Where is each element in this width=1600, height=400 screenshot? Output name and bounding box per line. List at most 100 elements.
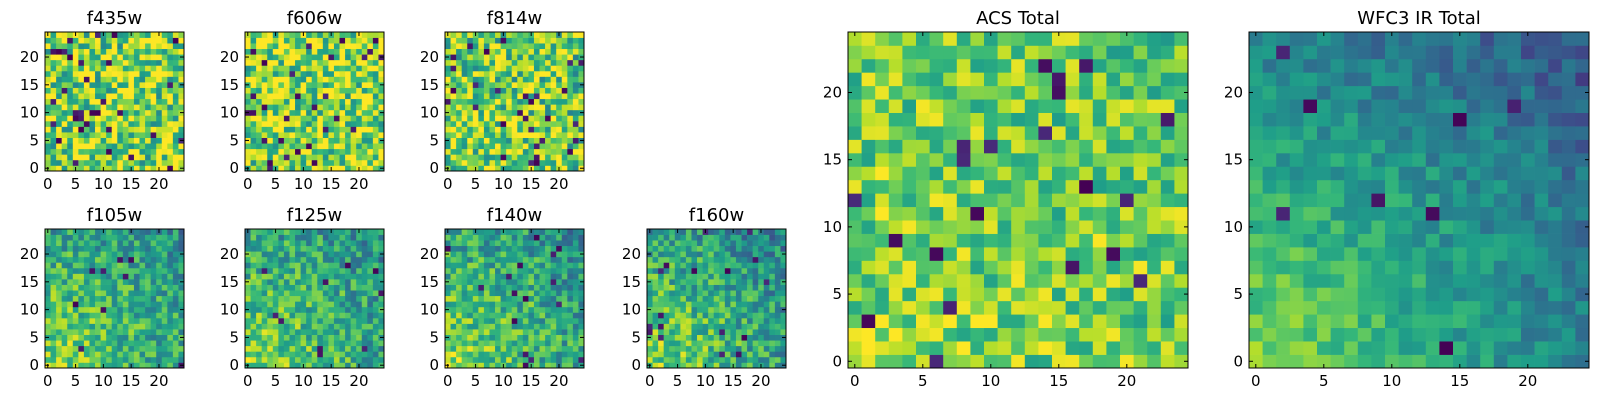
heatmap-cell — [697, 284, 703, 291]
heatmap-cell — [117, 340, 124, 347]
heatmap-cell — [506, 267, 513, 274]
heatmap-cell — [272, 37, 279, 44]
heatmap-cell — [539, 229, 546, 235]
heatmap-cell — [752, 312, 759, 319]
heatmap-cell — [328, 284, 335, 291]
heatmap-cell — [572, 279, 579, 285]
heatmap-cell — [943, 314, 958, 329]
heatmap-cell — [350, 251, 357, 258]
heatmap-cell — [261, 256, 268, 263]
heatmap-cell — [658, 245, 665, 252]
heatmap-cell — [156, 267, 163, 274]
heatmap-cell — [735, 279, 742, 285]
heatmap-cell — [539, 340, 546, 347]
heatmap-cell — [763, 256, 770, 263]
heatmap-cell — [167, 340, 174, 347]
heatmap-cell — [256, 115, 263, 122]
heatmap-cell — [489, 54, 496, 61]
heatmap-cell — [322, 109, 329, 116]
heatmap-cell — [178, 48, 185, 55]
heatmap-cell — [283, 312, 290, 319]
heatmap-cell — [356, 148, 363, 155]
heatmap-cell — [1174, 314, 1189, 329]
heatmap-cell — [106, 323, 113, 330]
heatmap-cell — [495, 290, 501, 297]
heatmap-cell — [172, 334, 179, 341]
heatmap-cell — [685, 251, 692, 258]
heatmap-cell — [572, 76, 579, 83]
heatmap-cell — [45, 159, 51, 166]
heatmap-cell — [122, 43, 129, 50]
heatmap-cell — [861, 166, 876, 181]
heatmap-cell — [719, 284, 726, 291]
heatmap-cell — [956, 179, 971, 194]
heatmap-cell — [943, 354, 958, 369]
heatmap-cell — [289, 159, 296, 166]
heatmap-cell — [272, 312, 279, 319]
heatmap-cell — [295, 137, 301, 144]
heatmap-cell — [361, 301, 368, 308]
heatmap-cell — [478, 295, 485, 302]
heatmap-cell — [445, 301, 451, 308]
heatmap-cell — [89, 59, 96, 66]
heatmap-cell — [702, 345, 709, 352]
heatmap-cell — [522, 323, 529, 330]
heatmap-cell — [278, 334, 285, 341]
heatmap-cell — [522, 59, 529, 66]
heatmap-cell — [450, 48, 457, 55]
heatmap-cell — [1106, 287, 1121, 302]
heatmap-cell — [156, 312, 163, 319]
heatmap-cell — [333, 229, 340, 235]
heatmap-cell — [533, 345, 540, 352]
heatmap-cell — [956, 260, 971, 275]
heatmap-cell — [489, 37, 496, 44]
heatmap-cell — [89, 295, 96, 302]
heatmap-cell — [333, 115, 340, 122]
heatmap-cell — [150, 159, 157, 166]
heatmap-cell — [758, 251, 765, 258]
heatmap-cell — [322, 98, 329, 105]
heatmap-cell — [483, 54, 490, 61]
heatmap-cell — [333, 256, 340, 263]
heatmap-cell — [708, 301, 715, 308]
y-tick-label: 0 — [229, 356, 239, 374]
heatmap-cell — [289, 154, 296, 161]
heatmap-cell — [350, 109, 357, 116]
heatmap-cell — [89, 267, 96, 274]
heatmap-cell — [506, 312, 513, 319]
heatmap-cell — [339, 301, 346, 308]
heatmap-cell — [1120, 206, 1134, 221]
heatmap-cell — [256, 59, 263, 66]
heatmap-cell — [483, 267, 490, 274]
heatmap-cell — [511, 159, 518, 166]
heatmap-cell — [550, 279, 557, 285]
heatmap-cell — [500, 256, 507, 263]
heatmap-cell — [95, 329, 101, 335]
heatmap-cell — [100, 262, 107, 269]
heatmap-cell — [256, 126, 263, 133]
heatmap-cell — [489, 234, 496, 241]
heatmap-cell — [50, 234, 57, 241]
heatmap-cell — [56, 240, 63, 247]
heatmap-cell — [445, 284, 451, 291]
heatmap-cell — [289, 362, 296, 369]
heatmap-cell — [578, 37, 585, 44]
heatmap-cell — [283, 229, 290, 235]
heatmap-cell — [561, 356, 568, 363]
heatmap-cell — [500, 76, 507, 83]
heatmap-cell — [267, 59, 274, 66]
heatmap-cell — [647, 317, 653, 324]
heatmap-cell — [780, 312, 787, 319]
heatmap-cell — [506, 32, 513, 38]
heatmap-cell — [572, 312, 579, 319]
heatmap-cell — [997, 260, 1012, 275]
heatmap-cell — [50, 317, 57, 324]
heatmap-cell — [50, 59, 57, 66]
heatmap-cell — [339, 82, 346, 88]
heatmap-cell — [561, 229, 568, 235]
heatmap-cell — [250, 143, 257, 150]
heatmap-cell — [780, 323, 787, 330]
heatmap-cell — [350, 334, 357, 341]
heatmap-cell — [300, 329, 307, 335]
heatmap-cell — [89, 245, 96, 252]
